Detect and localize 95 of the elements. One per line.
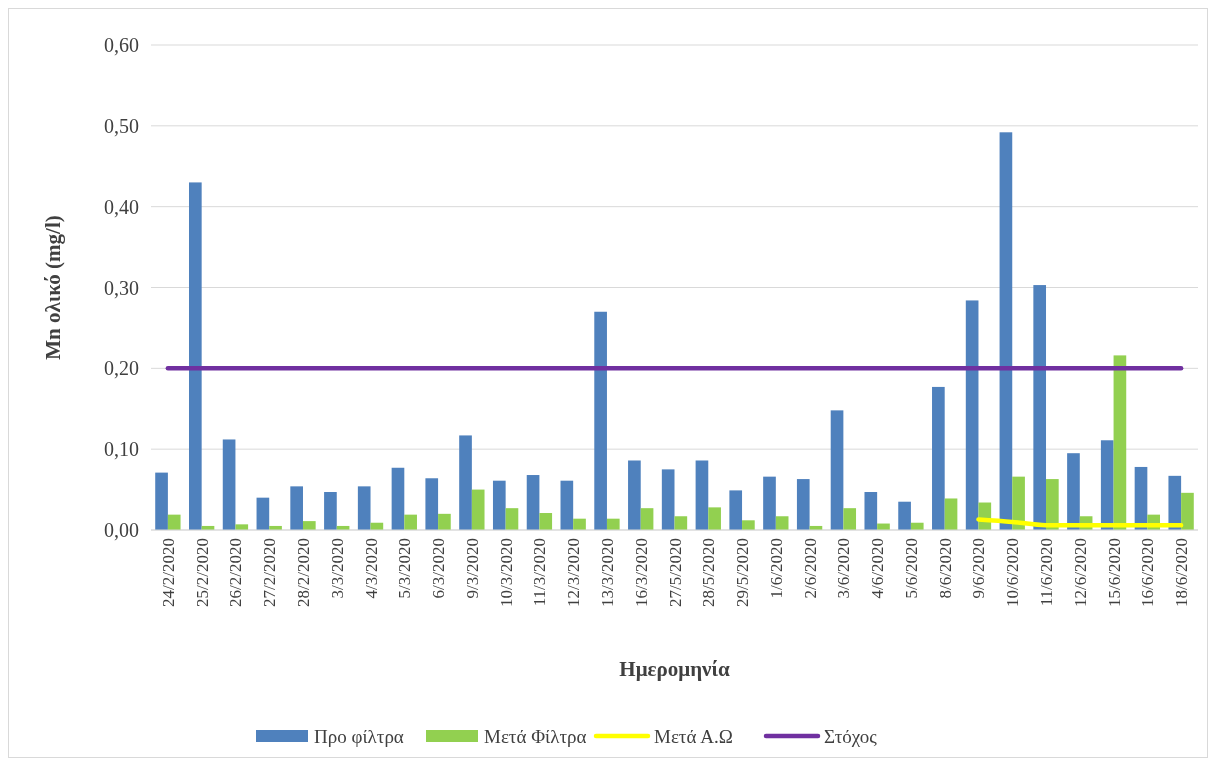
bar <box>1181 492 1194 530</box>
y-tick-label: 0,50 <box>104 114 139 137</box>
x-tick-label: 18/6/2020 <box>1172 538 1192 607</box>
bar <box>742 520 755 530</box>
bar <box>843 508 857 530</box>
bar <box>290 486 303 530</box>
bar <box>628 460 641 530</box>
x-tick-label: 28/2/2020 <box>293 538 313 607</box>
bar <box>1012 476 1025 530</box>
bar <box>438 513 451 530</box>
x-axis-title: Ημερομηνία <box>619 657 730 681</box>
x-tick-label: 1/6/2020 <box>766 538 786 599</box>
legend-label: Προ φίλτρα <box>314 725 404 747</box>
y-tick-label: 0,40 <box>104 195 139 218</box>
bar <box>640 508 654 530</box>
bar <box>830 410 844 530</box>
bar <box>1033 285 1047 530</box>
x-tick-label: 15/6/2020 <box>1104 538 1124 607</box>
bar <box>695 460 709 530</box>
x-tick-label: 9/3/2020 <box>462 538 482 599</box>
bar <box>1046 479 1059 530</box>
bar <box>505 508 519 530</box>
y-tick-label: 0,60 <box>104 34 139 56</box>
bar <box>256 497 270 530</box>
bar <box>898 501 911 530</box>
bar <box>167 514 181 530</box>
bar <box>459 435 472 530</box>
bar <box>425 478 439 530</box>
x-tick-label: 4/6/2020 <box>868 538 888 599</box>
bar <box>796 479 810 530</box>
bar <box>526 475 540 530</box>
bar <box>965 300 979 530</box>
bar <box>492 480 506 530</box>
x-tick-label: 13/3/2020 <box>597 538 617 607</box>
legend-label: Μετά Α.Ω <box>654 725 733 747</box>
x-tick-label: 16/3/2020 <box>631 538 651 607</box>
bar <box>606 518 620 530</box>
x-tick-label: 26/2/2020 <box>226 538 246 607</box>
x-tick-label: 29/5/2020 <box>733 538 753 607</box>
x-tick-label: 8/6/2020 <box>935 538 955 599</box>
legend-label: Στόχος <box>824 725 878 747</box>
x-tick-label: 6/3/2020 <box>429 538 449 599</box>
x-tick-label: 28/5/2020 <box>699 538 719 607</box>
bar <box>944 498 958 530</box>
y-axis-title: Mn ολικό (mg/l) <box>41 215 65 360</box>
bar <box>708 507 721 530</box>
bar <box>1113 355 1127 530</box>
x-tick-label: 12/3/2020 <box>564 538 584 607</box>
bar <box>775 516 789 530</box>
bar <box>404 514 417 530</box>
x-tick-label: 2/6/2020 <box>800 538 820 599</box>
bar <box>999 132 1013 530</box>
bar <box>324 492 337 530</box>
bar <box>674 516 688 530</box>
bar <box>357 486 371 530</box>
legend-label: Μετά Φίλτρα <box>484 725 587 747</box>
x-tick-label: 5/6/2020 <box>901 538 921 599</box>
x-tick-label: 3/3/2020 <box>327 538 347 599</box>
x-tick-label: 27/5/2020 <box>665 538 685 607</box>
bar <box>1168 475 1182 530</box>
bar <box>864 492 878 530</box>
y-tick-label: 0,00 <box>104 519 139 541</box>
bar <box>302 521 316 530</box>
bar <box>189 182 202 530</box>
x-tick-label: 12/6/2020 <box>1070 538 1090 607</box>
bar <box>661 469 675 530</box>
bar <box>729 490 743 530</box>
x-tick-label: 4/3/2020 <box>361 538 381 599</box>
x-tick-label: 5/3/2020 <box>395 538 415 599</box>
x-tick-label: 3/6/2020 <box>834 538 854 599</box>
x-tick-label: 25/2/2020 <box>192 538 212 607</box>
x-tick-label: 9/6/2020 <box>969 538 989 599</box>
x-tick-label: 27/2/2020 <box>260 538 280 607</box>
bar <box>391 467 405 530</box>
bar <box>763 476 776 530</box>
bar <box>539 513 553 530</box>
y-tick-label: 0,10 <box>104 438 139 461</box>
bar <box>1100 440 1114 530</box>
bar <box>155 472 168 530</box>
x-tick-label: 10/3/2020 <box>496 538 516 607</box>
x-tick-label: 16/6/2020 <box>1138 538 1158 607</box>
y-tick-label: 0,30 <box>104 276 139 299</box>
bar <box>573 518 586 530</box>
x-tick-label: 11/6/2020 <box>1037 538 1057 607</box>
bar <box>471 489 485 530</box>
bar <box>1067 453 1080 530</box>
bar <box>222 439 236 530</box>
y-tick-label: 0,20 <box>104 357 139 380</box>
bar <box>235 524 249 530</box>
bar <box>932 386 945 530</box>
x-tick-label: 24/2/2020 <box>158 538 178 607</box>
bar <box>560 480 574 530</box>
x-tick-label: 11/3/2020 <box>530 538 550 607</box>
x-tick-label: 10/6/2020 <box>1003 538 1023 607</box>
bar <box>594 311 607 530</box>
